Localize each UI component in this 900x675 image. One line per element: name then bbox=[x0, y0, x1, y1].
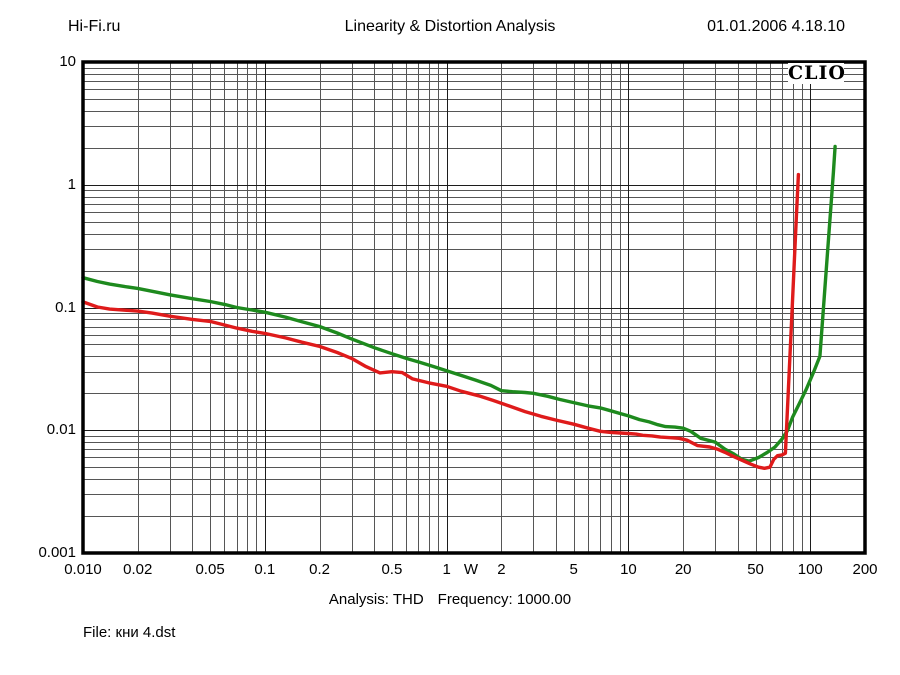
x-tick-label: 0.2 bbox=[309, 561, 330, 578]
x-tick-label: 0.010 bbox=[64, 561, 102, 578]
y-tick-label: 0.01 bbox=[46, 421, 76, 439]
page-title: Linearity & Distortion Analysis bbox=[344, 18, 556, 35]
file-label: File: кни 4.dst bbox=[83, 624, 176, 641]
x-tick-label: 1 bbox=[442, 561, 451, 578]
plot-border bbox=[81, 60, 867, 555]
frequency-label: Frequency: 1000.00 bbox=[437, 591, 572, 608]
x-tick-label: 100 bbox=[797, 561, 823, 578]
datetime-label: 01.01.2006 4.18.10 bbox=[707, 18, 845, 35]
x-tick-label: 20 bbox=[674, 561, 692, 578]
x-tick-label: 0.1 bbox=[254, 561, 276, 578]
x-tick-label: 50 bbox=[747, 561, 764, 578]
x-tick-label: 200 bbox=[852, 561, 878, 578]
x-tick-label: 5 bbox=[569, 561, 578, 578]
analysis-label: Analysis: THD bbox=[328, 591, 424, 608]
thd-green-curve bbox=[81, 144, 837, 463]
analysis-status: Analysis: THD Frequency: 1000.00 bbox=[0, 591, 900, 608]
x-tick-label: 2 bbox=[497, 561, 506, 578]
thd-red-curve bbox=[81, 172, 801, 470]
y-tick-label: 0.001 bbox=[38, 544, 76, 561]
x-tick-label: 0.05 bbox=[195, 561, 225, 578]
y-tick-label: 10 bbox=[59, 53, 76, 70]
clio-logo: CLIO bbox=[788, 62, 846, 84]
x-tick-label: 0.5 bbox=[381, 561, 403, 578]
x-tick-label: 0.02 bbox=[123, 561, 153, 578]
brand-label: Hi-Fi.ru bbox=[68, 18, 121, 35]
y-tick-label: 1 bbox=[67, 175, 76, 193]
x-tick-label: 10 bbox=[620, 561, 637, 578]
y-tick-label: 0.1 bbox=[55, 298, 76, 316]
x-axis-unit-label: W bbox=[463, 561, 478, 578]
